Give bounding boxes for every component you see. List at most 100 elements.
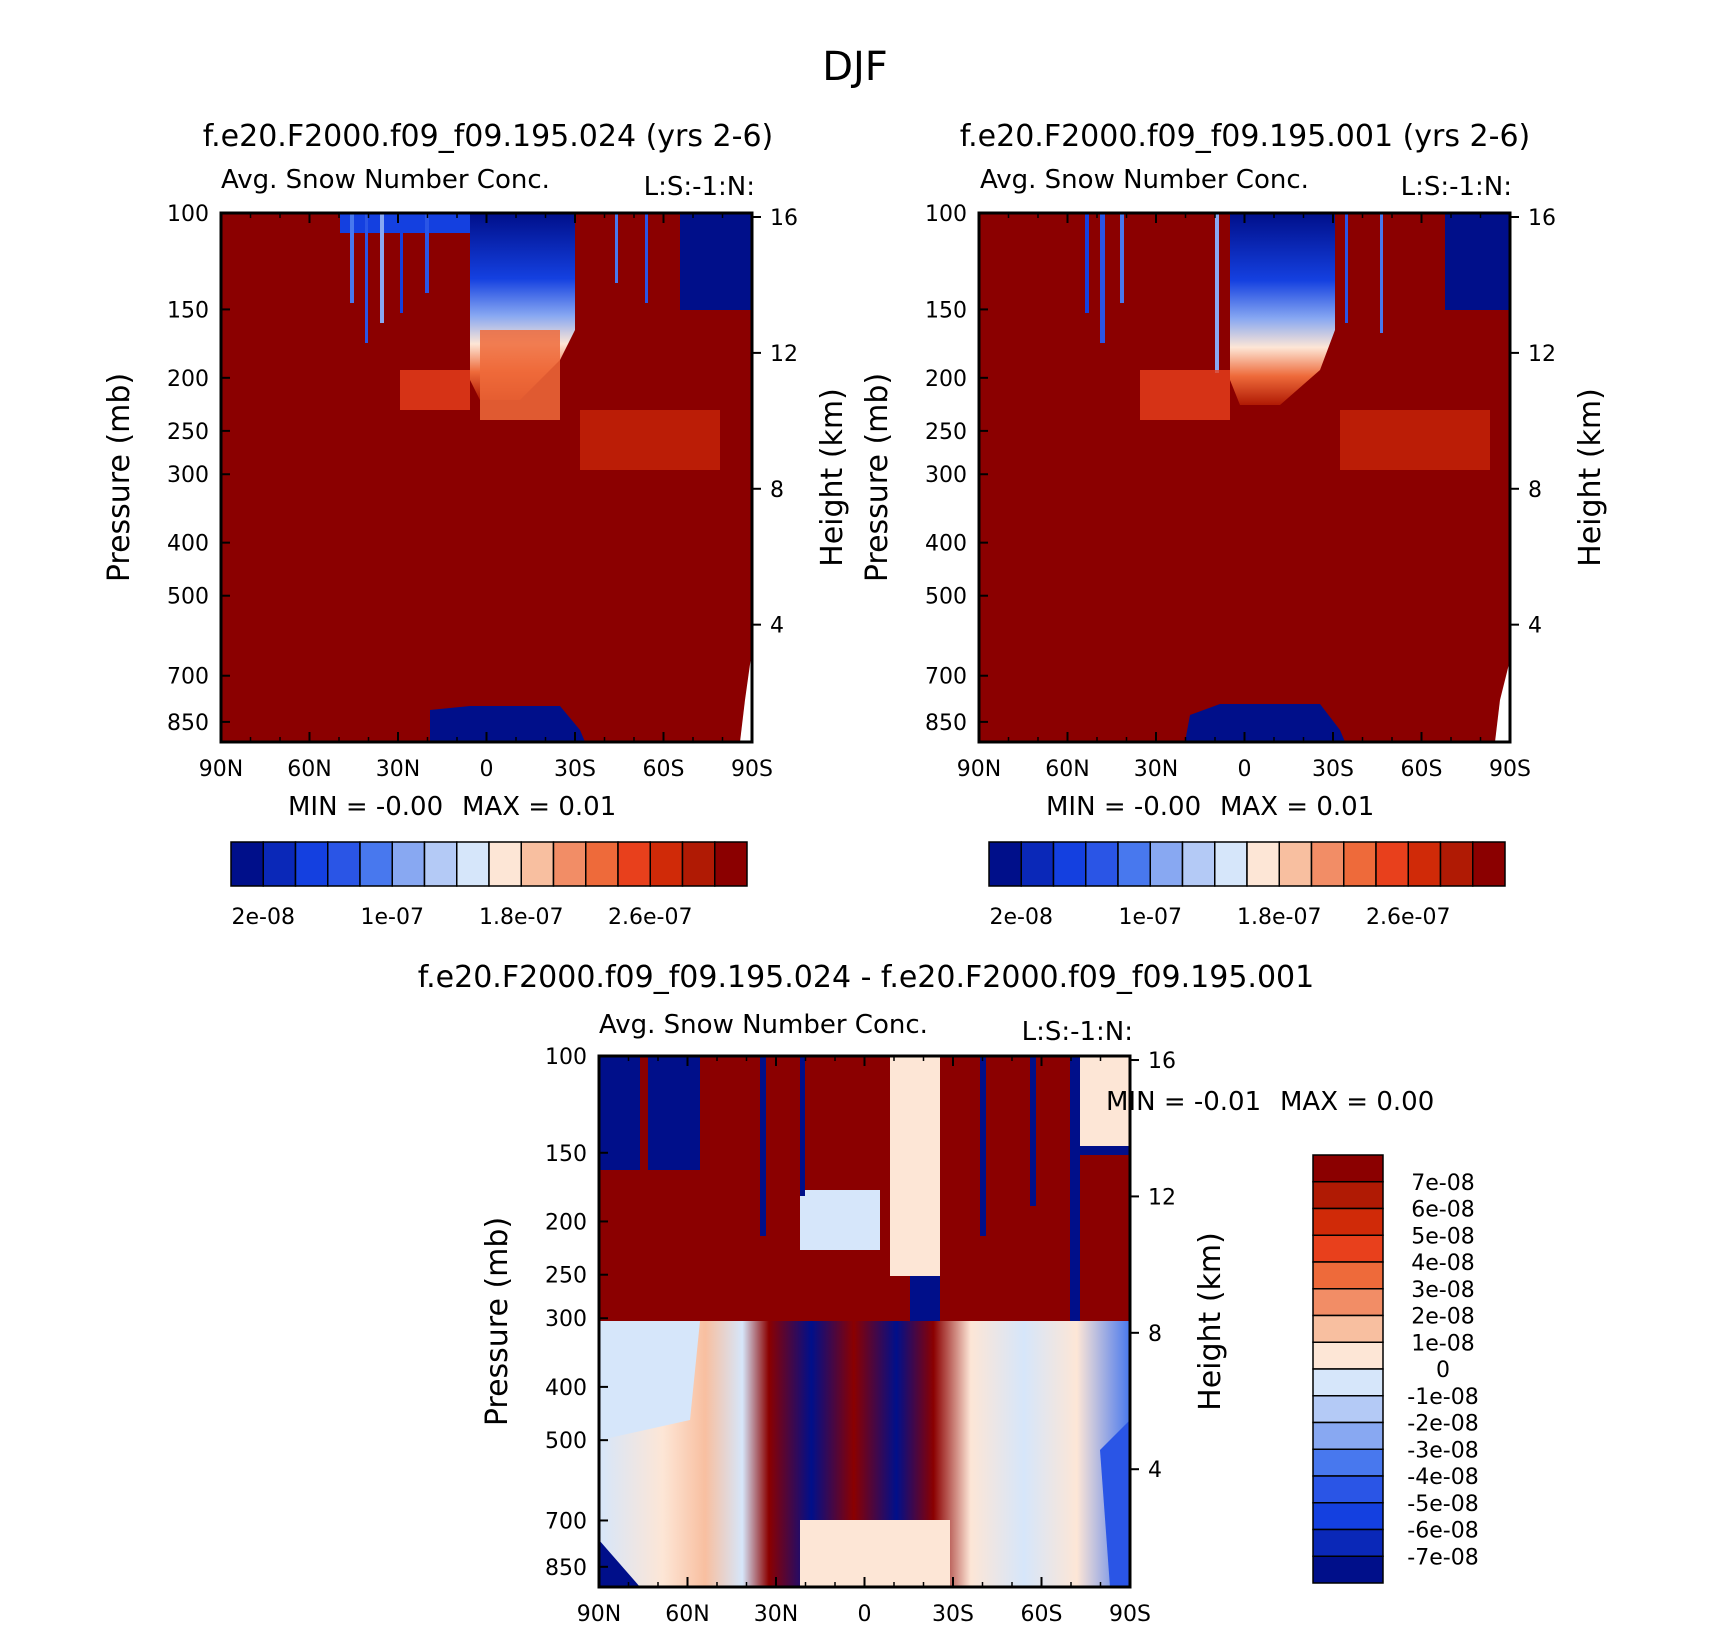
- panel-024-colorbar-box-3: [327, 841, 361, 887]
- panel-diff-htick-label-2: 8: [1148, 1322, 1162, 1347]
- panel-001-htick-label-2: 8: [1528, 478, 1542, 503]
- panel-001-ytick-label-0: 100: [925, 202, 967, 227]
- panel-001-ylabel: Pressure (mb): [860, 373, 895, 582]
- panel-001-ytick-label-8: 850: [925, 711, 967, 736]
- panel-001-plot: [979, 213, 1510, 742]
- panel-001-colorbar-box-9: [1278, 841, 1313, 887]
- panel-024-htick-label-3: 4: [770, 614, 784, 639]
- panel-024-colorbar-box-15: [714, 841, 748, 887]
- panel-024-colorbar-box-0: [230, 841, 264, 887]
- panel-024-ytick-label-7: 700: [167, 665, 209, 690]
- panel-024-xtick-label-6: 90S: [731, 757, 773, 782]
- panel-001-htick-label-0: 16: [1528, 206, 1556, 231]
- panel-001-ytick-label-1: 150: [925, 298, 967, 323]
- panel-diff-colorbar-box-12: [1312, 1475, 1384, 1504]
- panel-diff-xtick-label-4: 30S: [932, 1602, 974, 1627]
- panel-diff-htick-label-0: 16: [1148, 1049, 1176, 1074]
- panel-001-colorbar-box-3: [1085, 841, 1119, 887]
- panel-001-colorbar-box-14: [1439, 841, 1474, 887]
- panel-001-htick-label-3: 4: [1528, 614, 1542, 639]
- panel-001-ylabel-right: Height (km): [1573, 388, 1608, 567]
- panel-diff-xtick-label-6: 90S: [1109, 1602, 1151, 1627]
- panel-001-subtitle: Avg. Snow Number Conc.: [980, 165, 1309, 195]
- panel-diff-colorbar-box-4: [1312, 1261, 1384, 1290]
- panel-diff-colorbar-label-4: 3e-08: [1411, 1278, 1474, 1303]
- panel-diff-colorbar-box-14: [1312, 1528, 1384, 1557]
- panel-024-xtick-label-4: 30S: [554, 757, 596, 782]
- panel-diff-colorbar-box-2: [1312, 1207, 1384, 1236]
- panel-diff-colorbar-label-0: 7e-08: [1411, 1171, 1474, 1196]
- panel-024-ytick-label-8: 850: [167, 711, 209, 736]
- panel-diff-colorbar-box-5: [1312, 1288, 1384, 1317]
- panel-diff-colorbar-box-11: [1312, 1448, 1384, 1477]
- panel-001-colorbar-box-10: [1310, 841, 1345, 887]
- panel-001-ytick-label-7: 700: [925, 665, 967, 690]
- panel-diff-colorbar-label-7: 0: [1436, 1358, 1450, 1383]
- panel-024-htick-label-1: 12: [770, 342, 798, 367]
- panel-024-colorbar-label-0: 2e-08: [232, 905, 295, 930]
- panel-diff-colorbar-label-5: 2e-08: [1411, 1305, 1474, 1330]
- panel-024-xtick-label-2: 30N: [376, 757, 420, 782]
- panel-024-htick-label-2: 8: [770, 478, 784, 503]
- panel-diff-colorbar-box-3: [1312, 1234, 1384, 1263]
- panel-001-ytick-label-5: 400: [925, 532, 967, 557]
- panel-001-colorbar-box-2: [1052, 841, 1087, 887]
- panel-024-ylabel-right: Height (km): [815, 388, 850, 567]
- panel-diff-colorbar-box-8: [1312, 1368, 1384, 1397]
- panel-diff-plot: [599, 1056, 1130, 1587]
- panel-024-ylabel: Pressure (mb): [102, 373, 137, 582]
- panel-diff-max-text: MAX = 0.00: [1280, 1087, 1434, 1117]
- panel-diff-colorbar-box-1: [1312, 1181, 1384, 1210]
- panel-024-ytick-label-1: 150: [167, 298, 209, 323]
- panel-024-subtitle: Avg. Snow Number Conc.: [221, 165, 550, 195]
- panel-024-ytick-label-4: 300: [167, 463, 209, 488]
- panel-024-max-text: MAX = 0.01: [462, 792, 616, 822]
- panel-diff-min-text: MIN = -0.01: [1106, 1087, 1261, 1117]
- panel-diff-ylabel: Pressure (mb): [480, 1217, 515, 1426]
- panel-001-htick-label-1: 12: [1528, 342, 1556, 367]
- panel-024-colorbar-box-10: [552, 841, 587, 887]
- panel-001-colorbar-box-4: [1117, 841, 1151, 887]
- panel-diff-xtick-label-1: 60N: [665, 1602, 709, 1627]
- panel-001-colorbar-box-15: [1472, 841, 1506, 887]
- panel-024-colorbar-label-1: 1e-07: [361, 905, 424, 930]
- panel-diff-ytick-label-6: 500: [545, 1429, 587, 1454]
- panel-024-ytick-label-0: 100: [167, 202, 209, 227]
- panel-diff-subtitle-right: L:S:-1:N:: [1022, 1017, 1133, 1047]
- panel-024-plot: [221, 213, 752, 742]
- panel-001: f.e20.F2000.f09_f09.195.001 (yrs 2-6) Av…: [960, 119, 1530, 744]
- panel-diff-colorbar-label-14: -7e-08: [1407, 1545, 1478, 1570]
- panel-diff-colorbar-box-10: [1312, 1421, 1384, 1450]
- panel-diff-colorbar-label-3: 4e-08: [1411, 1251, 1474, 1276]
- panel-001-colorbar-label-2: 1.8e-07: [1237, 905, 1321, 930]
- panel-024-xtick-label-0: 90N: [199, 757, 243, 782]
- panel-001-title: f.e20.F2000.f09_f09.195.001 (yrs 2-6): [960, 119, 1530, 154]
- panel-diff-colorbar-label-8: -1e-08: [1407, 1385, 1478, 1410]
- panel-diff-colorbar-label-6: 1e-08: [1411, 1331, 1474, 1356]
- panel-001-xtick-label-1: 60N: [1045, 757, 1089, 782]
- panel-024-colorbar-box-9: [520, 841, 555, 887]
- panel-001-ytick-label-2: 200: [925, 367, 967, 392]
- panel-diff-xtick-label-3: 0: [858, 1602, 872, 1627]
- figure-title: DJF: [822, 44, 888, 90]
- panel-024-xtick-label-3: 0: [480, 757, 494, 782]
- panel-diff: f.e20.F2000.f09_f09.195.024 - f.e20.F200…: [418, 960, 1314, 1589]
- panel-001-colorbar-box-12: [1375, 841, 1409, 887]
- panel-diff-colorbar-box-15: [1312, 1555, 1384, 1584]
- panel-diff-htick-label-3: 4: [1148, 1458, 1162, 1483]
- panel-001-ytick-label-3: 250: [925, 420, 967, 445]
- panel-001-colorbar-box-5: [1149, 841, 1184, 887]
- panel-diff-ytick-label-8: 850: [545, 1556, 587, 1581]
- panel-diff-ytick-label-1: 150: [545, 1142, 587, 1167]
- panel-024-colorbar-box-12: [617, 841, 651, 887]
- panel-001-min-text: MIN = -0.00: [1046, 792, 1201, 822]
- panel-diff-colorbar-box-7: [1312, 1341, 1384, 1370]
- panel-diff-xtick-label-5: 60S: [1021, 1602, 1063, 1627]
- panel-diff-colorbar-box-9: [1312, 1395, 1384, 1424]
- panel-diff-title: f.e20.F2000.f09_f09.195.024 - f.e20.F200…: [418, 960, 1314, 995]
- panel-024-colorbar-box-1: [262, 841, 297, 887]
- panel-diff-colorbar-label-13: -6e-08: [1407, 1519, 1478, 1544]
- panel-diff-colorbar-label-9: -2e-08: [1407, 1412, 1478, 1437]
- panel-diff-ylabel-right: Height (km): [1193, 1232, 1228, 1411]
- panel-diff-colorbar-label-12: -5e-08: [1407, 1492, 1478, 1517]
